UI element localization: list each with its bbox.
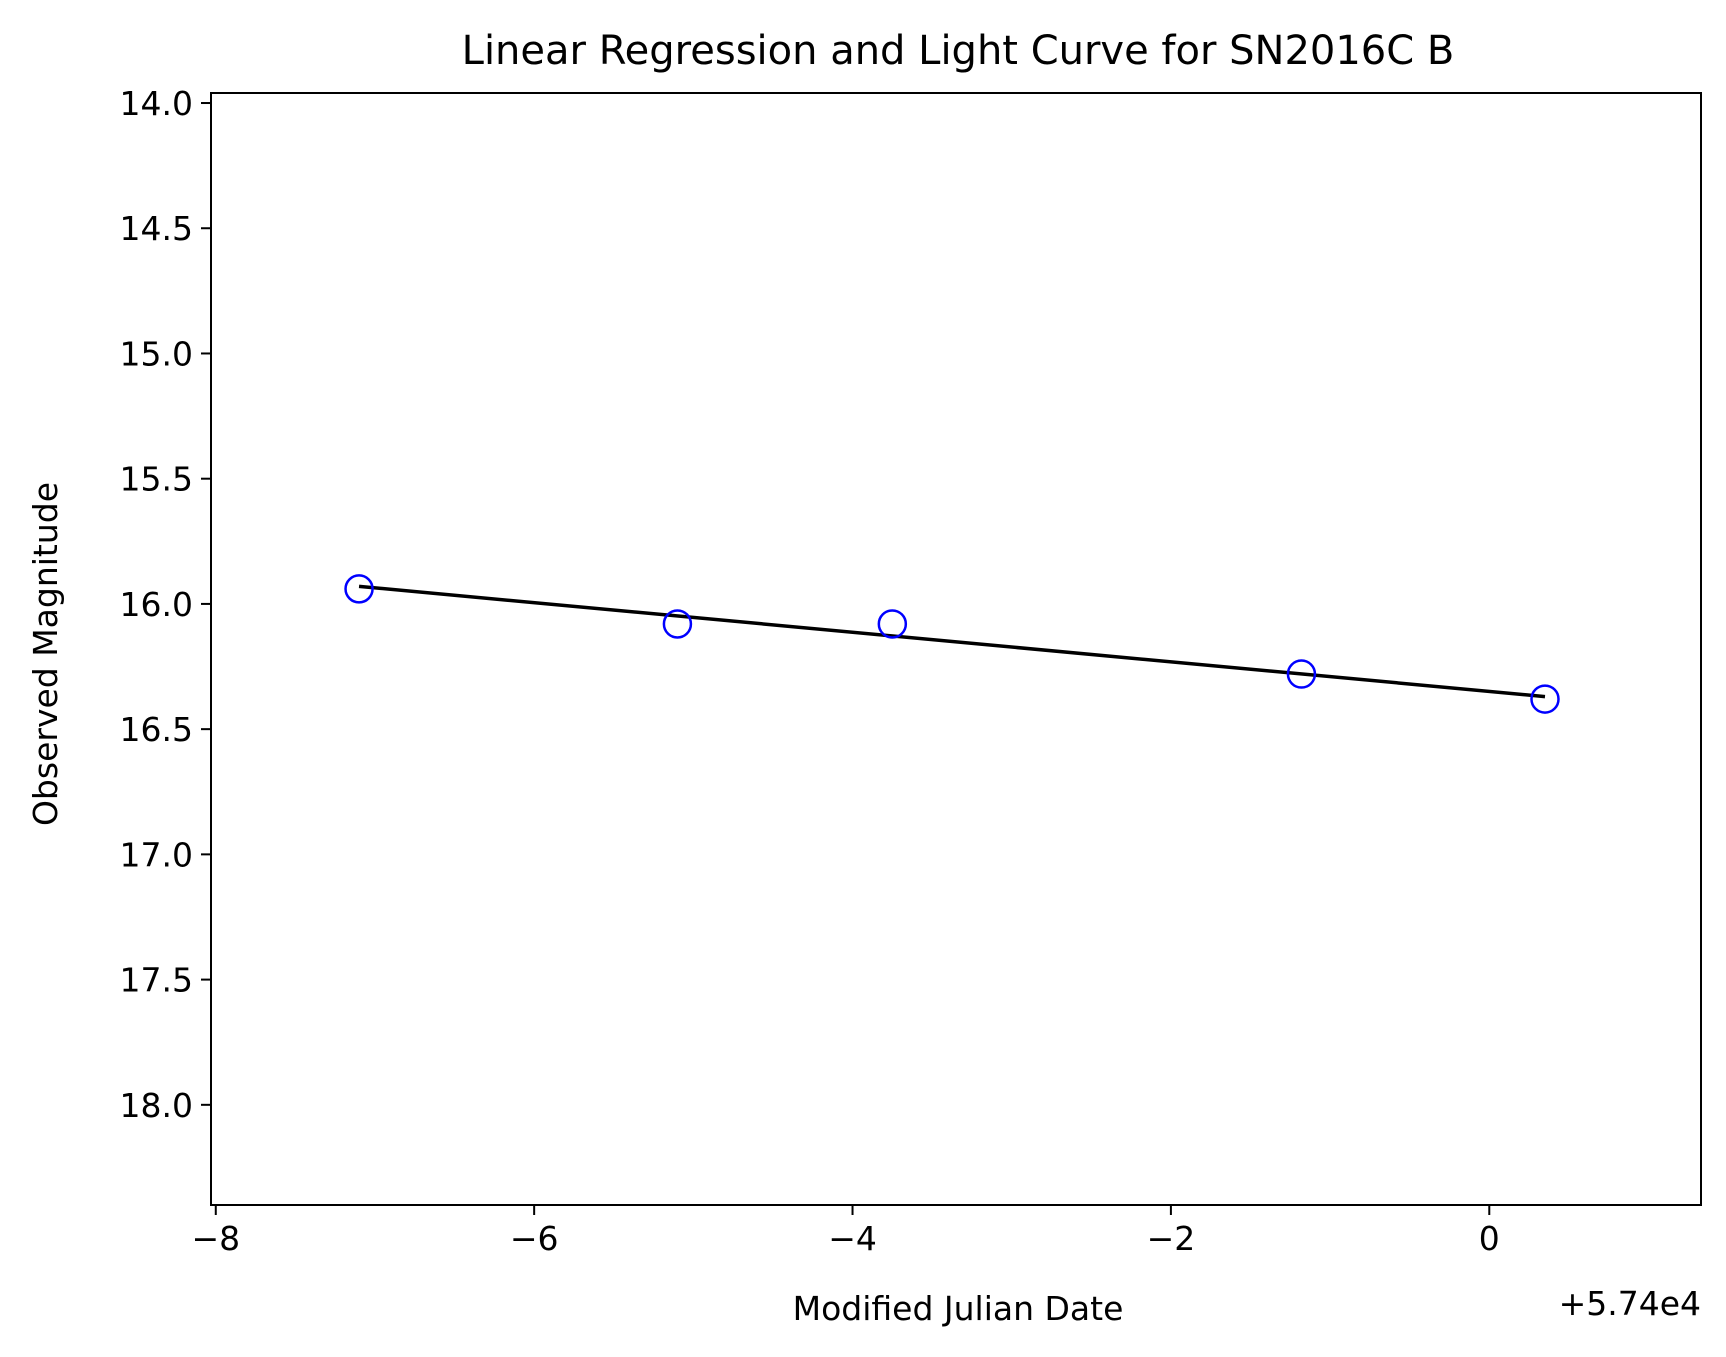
plot-area: −8 −6 −4 −2 0 14.0 14.5 15.0 15.5 16.0 16.5 17.0 17.… [120,84,1560,1258]
y-tick-label: 16.5 [120,710,193,749]
data-point [344,574,374,604]
x-axis-offset-label: +5.74e4 [1559,1284,1701,1323]
y-tick-label: 17.0 [120,835,193,874]
data-point [662,609,693,639]
y-tick-label: 16.0 [120,585,193,624]
x-tick-label: −4 [828,1219,877,1258]
regression-line [358,584,1546,699]
data-point [1286,659,1317,689]
x-tick-label: −8 [191,1219,240,1258]
y-tick-label: 17.5 [120,961,193,1000]
data-point [877,609,908,639]
y-tick-label: 15.5 [120,460,193,499]
plot-frame [210,92,1702,1206]
y-tick-label: 15.0 [120,334,193,373]
x-axis-label: Modified Julian Date [793,1289,1124,1328]
y-tick-label: 14.5 [120,209,193,248]
x-tick-label: 0 [1479,1219,1500,1258]
x-tick-label: −2 [1147,1219,1196,1258]
data-point [1530,684,1560,714]
chart-title: Linear Regression and Light Curve for SN… [462,28,1455,74]
y-tick-label: 14.0 [120,84,193,123]
y-tick-label: 18.0 [120,1086,193,1125]
x-tick-label: −6 [510,1219,559,1258]
y-axis-label: Observed Magnitude [26,482,65,826]
